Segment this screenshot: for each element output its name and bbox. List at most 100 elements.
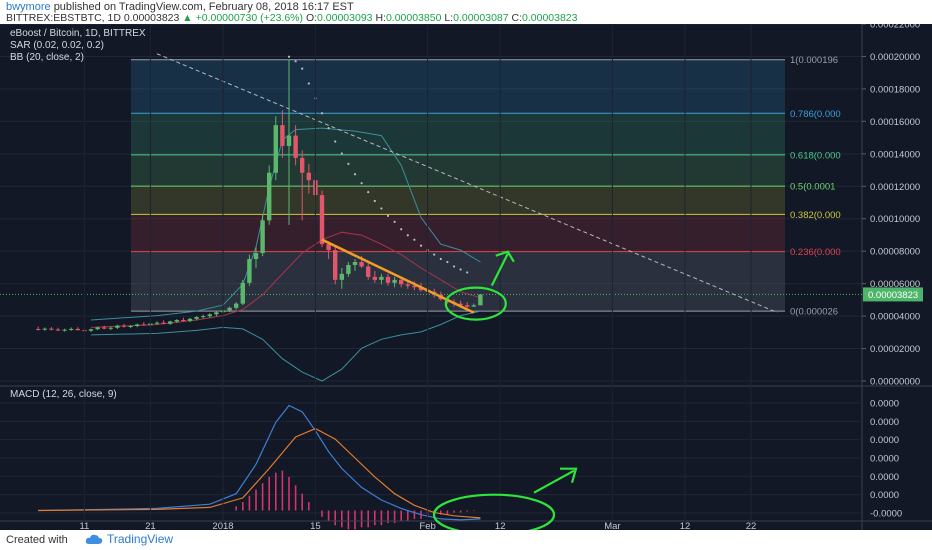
candle-body <box>267 172 272 221</box>
macd-tick-label: 0.0000 <box>870 399 899 410</box>
candle-body <box>286 135 292 146</box>
sar-dot <box>340 152 343 155</box>
candle-body <box>154 322 160 324</box>
candle-body <box>306 172 311 181</box>
sar-dot <box>320 112 324 115</box>
price-axis[interactable]: 0.00022000 0.00020000 0.00018000 0.00016000… <box>0 20 923 530</box>
sar-legend[interactable]: SAR (0.02, 0.02, 0.2) <box>10 40 104 51</box>
up-arrow-icon: ▲ <box>182 12 193 24</box>
time-tick-label: 12 <box>495 521 506 530</box>
fib-zone <box>131 251 785 312</box>
candle-body <box>326 244 331 251</box>
candle-body <box>115 325 120 328</box>
annotations[interactable] <box>432 250 578 536</box>
candle-body <box>108 327 113 329</box>
sar-dot <box>307 82 310 85</box>
sar-dot <box>294 60 297 63</box>
price-change: +0.00000730 (+23.6%) <box>195 12 304 24</box>
candle-body <box>240 282 245 304</box>
candle-body <box>339 273 344 280</box>
macd-tick-label: 0.0000 <box>870 454 899 465</box>
time-tick-label: Feb <box>419 521 435 530</box>
candle-body <box>300 157 305 173</box>
fib-label: 0.5(0.0001 <box>790 182 835 193</box>
price-tick-label: 0.00010000 <box>870 214 920 225</box>
time-tick-label: 21 <box>145 521 156 530</box>
candle-body <box>471 305 476 307</box>
macd-tick-label: 0.0000 <box>870 490 899 501</box>
candle-body <box>49 328 54 330</box>
chart-background <box>0 24 932 530</box>
fibonacci-retracement[interactable]: 1(0.000196 0.786(0.000 0.618(0.000 0.5(0.00… <box>131 55 841 318</box>
candle-body <box>75 328 80 331</box>
candle-body <box>128 325 133 327</box>
candle-body <box>359 262 364 267</box>
candle-body <box>418 287 424 291</box>
candle-body <box>412 285 417 288</box>
price-tick-label: 0.00014000 <box>870 149 920 160</box>
annotation-circle-price <box>444 286 507 321</box>
sar-dot <box>287 55 291 58</box>
time-tick-label: 2018 <box>212 521 233 530</box>
publish-line: bwymore published on TradingView.com, Fe… <box>6 1 354 13</box>
diagonal-dashed-line <box>156 53 778 314</box>
price-tick-label: 0.00000000 <box>870 377 920 388</box>
candle-body <box>69 328 74 330</box>
macd-pane: 0.0000 0.0000 0.0000 0.0000 0.0000 0.0000 -0.0… <box>0 385 932 530</box>
candle-body <box>62 329 67 331</box>
sar-dot <box>393 220 396 223</box>
time-tick-label: 15 <box>310 521 321 530</box>
candle-body <box>405 284 410 286</box>
candle-body <box>161 322 166 324</box>
author-link[interactable]: bwymore <box>6 1 51 13</box>
candle-body <box>366 266 371 277</box>
sar-dot <box>347 162 350 165</box>
sar-dot <box>353 173 357 176</box>
bb-legend[interactable]: BB (20, close, 2) <box>10 52 84 63</box>
sar-dot <box>380 207 383 210</box>
time-axis[interactable]: 11 21 2018 15 Feb 12 Mar 12 22 <box>0 24 932 532</box>
publish-info: published on TradingView.com, February 0… <box>53 1 354 13</box>
sar-dot <box>406 234 409 237</box>
price-tick-label: 0.00012000 <box>870 182 920 193</box>
candle-body <box>135 324 140 326</box>
candle-body <box>399 279 404 285</box>
time-tick-label: 11 <box>79 521 89 530</box>
fib-label: 1(0.000196 <box>790 55 838 66</box>
annotation-arrowhead-macd <box>560 467 578 484</box>
annotation-arrow-price <box>490 253 509 287</box>
low-value: 0.00003087 <box>453 12 509 24</box>
candle-body <box>141 324 146 326</box>
sar-dot <box>433 253 436 256</box>
pair-legend[interactable]: eBoost / Bitcoin, 1D, BITTREX <box>10 28 146 39</box>
diagonal-trendline[interactable] <box>156 53 778 314</box>
annotation-arrowhead-price <box>495 250 515 263</box>
fib-label: 0.236(0.000 <box>790 247 841 258</box>
macd-legend[interactable]: MACD (12, 26, close, 9) <box>10 389 117 400</box>
candle-body <box>280 125 285 146</box>
candle-body <box>273 125 278 173</box>
candle-body <box>478 294 483 306</box>
low-label: L: <box>444 12 454 24</box>
price-tick-label: 0.00018000 <box>870 84 920 95</box>
price-tick-label: 0.00008000 <box>870 247 920 258</box>
current-price-label: 0.00003823 <box>868 290 918 301</box>
sar-dot <box>367 190 370 194</box>
fib-label: 0(0.000026 <box>790 307 838 318</box>
time-tick-label: 22 <box>746 521 757 530</box>
candle-body <box>102 327 107 329</box>
candle-body <box>227 307 232 311</box>
candle-body <box>121 325 127 327</box>
sar-dot <box>466 271 469 274</box>
candle-body <box>42 328 47 330</box>
annotation-arrow-macd <box>533 469 575 494</box>
descending-trendline[interactable] <box>321 238 475 314</box>
sar-dot <box>327 127 330 130</box>
chart-svg[interactable]: 1(0.000196 0.786(0.000 0.618(0.000 0.5(0.00… <box>0 20 932 536</box>
macd-tick-label: 0.0000 <box>870 417 899 428</box>
time-tick-label: Mar <box>604 521 620 530</box>
macd-tick-label: 0.0000 <box>870 435 899 446</box>
tradingview-brand[interactable]: TradingView <box>85 532 173 546</box>
chart-area[interactable]: 1(0.000196 0.786(0.000 0.618(0.000 0.5(0.00… <box>0 20 932 536</box>
close-label: C: <box>511 12 523 24</box>
